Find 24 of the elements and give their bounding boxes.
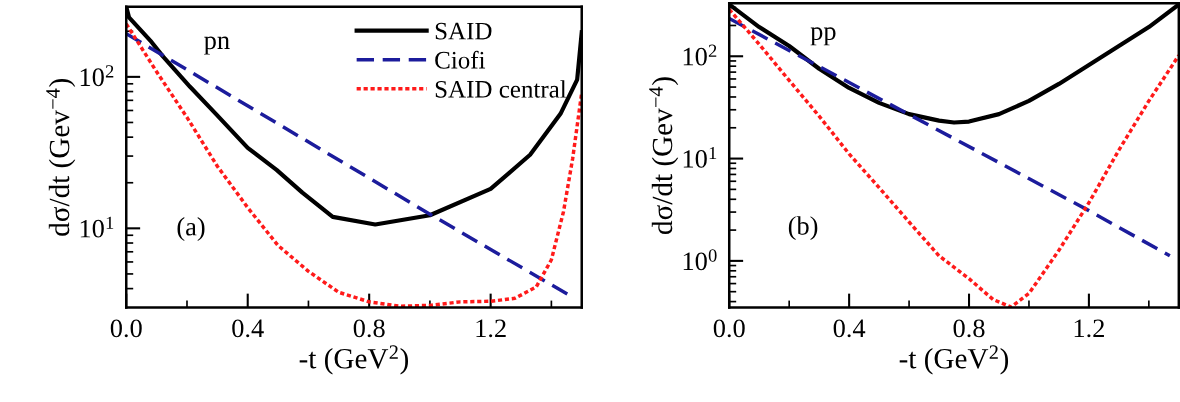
x-axis-title: -t (GeV$^{2}$): [299, 345, 409, 375]
annotation: (a): [177, 217, 205, 241]
x-tick-label: 0.0: [713, 319, 745, 338]
x-tick-label: 0.8: [353, 319, 385, 338]
legend-label: SAID central: [435, 80, 567, 98]
annotation: pn: [204, 36, 230, 55]
y-tick-label: 10$^{1}$: [80, 216, 114, 238]
annotation: (b): [788, 216, 818, 241]
y-axis-title: dσ/dt (Gev$^{−4}$): [649, 77, 679, 234]
x-tick-label: 1.2: [1074, 319, 1104, 338]
x-tick-label: 0.8: [953, 319, 985, 338]
y-tick-label: 10$^{0}$: [683, 249, 717, 271]
x-tick-label: 0.0: [110, 319, 142, 338]
legend-label: Ciofi: [435, 50, 486, 69]
y-tick-label: 10$^{1}$: [683, 146, 717, 168]
x-axis-title: -t (GeV$^{2}$): [899, 345, 1009, 375]
legend-label: SAID: [435, 22, 492, 40]
y-axis-title: dσ/dt (Gev$^{−4}$): [46, 79, 76, 236]
y-tick-label: 10$^{2}$: [80, 65, 114, 87]
x-tick-label: 0.4: [232, 319, 264, 338]
x-tick-label: 1.2: [476, 319, 506, 338]
annotation: pp: [810, 27, 836, 46]
x-tick-label: 0.4: [833, 319, 866, 338]
y-tick-label: 10$^{2}$: [683, 44, 717, 66]
